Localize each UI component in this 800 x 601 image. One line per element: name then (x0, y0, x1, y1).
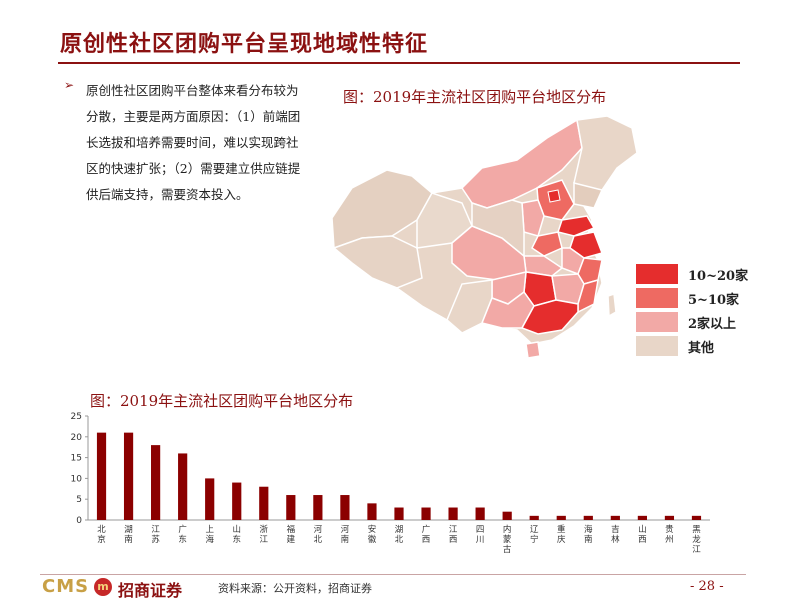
bar (502, 511, 512, 520)
arrow-bullet-icon: ➢ (64, 78, 75, 92)
x-tick-label: 上海 (205, 525, 214, 545)
x-tick-label: 吉林 (611, 525, 620, 545)
x-tick-label: 福建 (287, 524, 296, 545)
x-tick-label: 辽宁 (530, 525, 539, 545)
map-region-tibet (332, 235, 423, 289)
map-region-hainan (525, 341, 541, 359)
map-region-fujian (577, 278, 599, 314)
map-region-northeast (573, 115, 638, 205)
company-name: 招商证券 (118, 581, 183, 600)
legend-label: 2家以上 (688, 317, 737, 332)
bar (151, 445, 161, 520)
x-tick-label: 海南 (584, 524, 593, 545)
x-tick-label: 四川 (476, 525, 485, 545)
legend-swatch (636, 264, 678, 284)
map-region-shaanxi (471, 199, 525, 258)
x-tick-label: 湖南 (124, 525, 133, 545)
china-map (312, 108, 652, 368)
legend-swatch (636, 336, 678, 356)
source-note: 资料来源：公开资料，招商证券 (218, 582, 372, 595)
bar (313, 495, 323, 520)
bar (637, 515, 647, 520)
legend-item-5-10: 5~10家 (636, 288, 786, 310)
legend-item-10-20: 10~20家 (636, 264, 786, 286)
x-tick-label: 安徽 (368, 524, 377, 545)
map-caption: 图：2019年主流社区团购平台地区分布 (343, 88, 607, 106)
x-tick-label: 北京 (97, 525, 106, 545)
x-tick-label: 江苏 (151, 525, 160, 545)
bar (96, 432, 107, 520)
legend-label: 其他 (688, 341, 715, 356)
x-tick-label: 广东 (178, 524, 187, 545)
bar-chart-svg: 0 5 10 15 20 25 北京湖南江苏广东上海山东浙江福建河北河南安徽湖北广西江西四川… (71, 412, 710, 555)
map-region-jiangsu (569, 231, 603, 259)
bar (610, 515, 620, 520)
x-tick-label: 江西 (449, 525, 458, 545)
bar (178, 453, 188, 520)
x-tick-label: 黑龙江 (692, 525, 701, 555)
bar (340, 495, 350, 520)
x-tick-label: 内蒙古 (503, 524, 512, 555)
legend-item-2-plus: 2家以上 (636, 312, 786, 334)
x-tick-label: 贵州 (665, 524, 674, 545)
map-region-henan (531, 231, 563, 257)
x-tick-label: 河南 (341, 524, 350, 545)
map-region-shandong (557, 215, 596, 237)
y-tick-label: 15 (71, 454, 82, 464)
y-tick-label: 5 (76, 495, 82, 505)
bar (205, 478, 215, 520)
bar (421, 507, 431, 520)
legend-label: 10~20家 (688, 269, 749, 284)
bar (123, 432, 134, 520)
bar (367, 503, 377, 520)
x-tick-label: 河北 (314, 524, 323, 545)
y-tick-label: 20 (71, 433, 83, 443)
bar (556, 515, 566, 520)
map-region-guangdong (520, 299, 579, 335)
bar (259, 486, 269, 520)
x-tick-label: 湖北 (395, 525, 404, 545)
china-map-svg (331, 115, 638, 359)
bar (583, 515, 593, 520)
footer-divider (40, 574, 746, 575)
x-tick-label: 广西 (422, 524, 431, 545)
logo-mark: m (97, 580, 109, 593)
cms-logo-icon: m (94, 578, 112, 596)
bar (448, 507, 458, 520)
bar (475, 507, 485, 520)
y-tick-label: 0 (76, 516, 82, 526)
x-tick-label: 重庆 (557, 524, 566, 545)
legend-swatch (636, 312, 678, 332)
map-region-beijing (547, 189, 561, 203)
map-region-taiwan (607, 292, 617, 318)
x-tick-label: 山西 (638, 524, 647, 545)
legend-swatch (636, 288, 678, 308)
bar (232, 482, 242, 520)
bar (664, 515, 675, 520)
bar (394, 507, 404, 520)
page-title: 原创性社区团购平台呈现地域性特征 (60, 31, 429, 57)
bar (691, 515, 702, 520)
bar-chart: 0 5 10 15 20 25 北京 湖南 江苏 广东 上海 山东 浙江 福建 河北 河南 安徽 湖北 广西 江西 四川… (60, 408, 720, 578)
cms-logo-text: CMS (42, 576, 90, 597)
bar (286, 495, 296, 520)
y-tick-label: 25 (71, 412, 82, 422)
title-divider (58, 62, 740, 64)
bar (529, 515, 539, 520)
x-tick-label: 浙江 (260, 524, 269, 545)
bar-chart-caption: 图：2019年主流社区团购平台地区分布 (90, 392, 354, 410)
y-tick-label: 10 (71, 474, 83, 484)
map-region-liaoning (573, 182, 604, 209)
legend-item-other: 其他 (636, 336, 786, 358)
x-tick-label: 山东 (232, 524, 241, 545)
legend-label: 5~10家 (688, 293, 740, 308)
page-number: - 28 - (690, 579, 724, 594)
bullet-text: 原创性社区团购平台整体来看分布较为分散，主要是两方面原因：（1）前端团长选拔和培… (86, 83, 301, 202)
